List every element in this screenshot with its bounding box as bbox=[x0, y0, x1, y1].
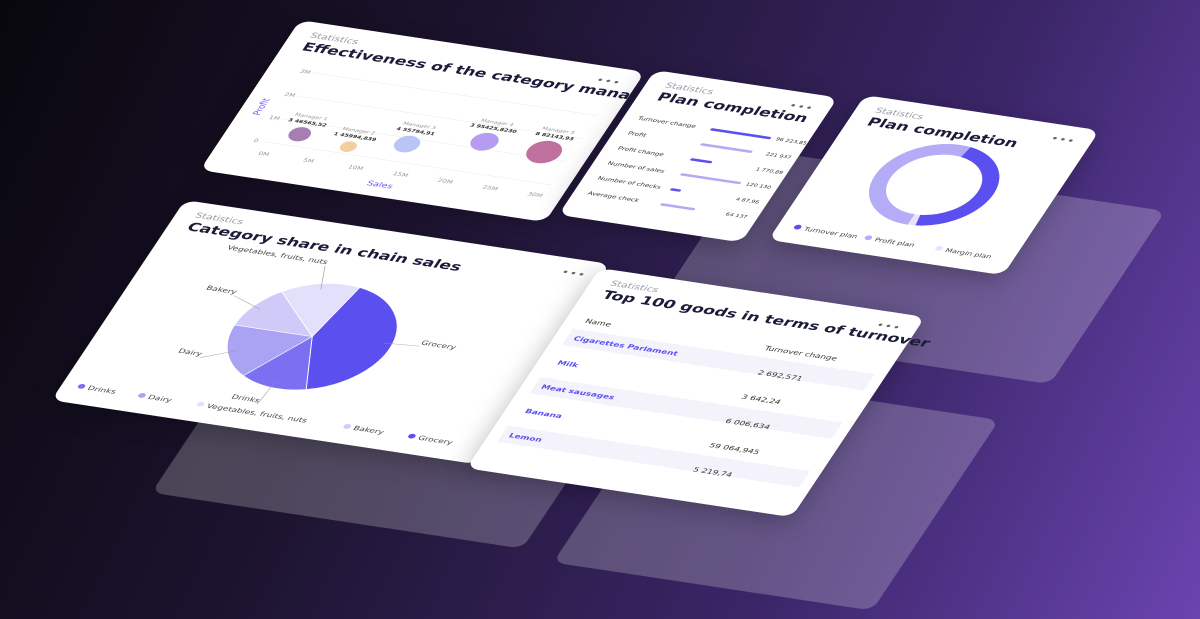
x-tick-label: 5M bbox=[302, 158, 316, 165]
progress-bar bbox=[670, 188, 681, 192]
manager-name: Manager 1 bbox=[293, 113, 328, 122]
legend-dot bbox=[935, 246, 943, 251]
turnover-value: 3 642,24 bbox=[740, 393, 783, 405]
progress-bar bbox=[710, 128, 771, 140]
card-graphic: Turnover change 96 223,85 Profit 221 937 Pro… bbox=[586, 116, 808, 220]
product-name: Lemon bbox=[507, 432, 544, 443]
progress-bar bbox=[660, 203, 696, 211]
legend-label: Dairy bbox=[146, 394, 174, 404]
legend-label: Turnover plan bbox=[801, 225, 859, 240]
card: Statistics Effectiveness of the category … bbox=[199, 20, 665, 223]
turnover-value: 59 064,945 bbox=[707, 442, 761, 456]
legend-dot bbox=[196, 401, 205, 407]
slice-label: Vegetables, fruits, nuts bbox=[226, 244, 330, 266]
card: Statistics Plan completion ••• Turnover pla… bbox=[768, 95, 1100, 276]
legend-dot bbox=[793, 224, 802, 230]
legend-label: Bakery bbox=[352, 425, 387, 436]
row-name: Number of checks bbox=[596, 176, 662, 191]
manager-value: 3 46565,52 bbox=[287, 118, 328, 128]
slice-label: Bakery bbox=[205, 284, 240, 295]
manager-name: Manager 2 bbox=[341, 127, 376, 136]
row-stripe bbox=[562, 328, 875, 391]
column-header: Name bbox=[583, 318, 613, 328]
product-name: Milk bbox=[556, 359, 581, 369]
bubble bbox=[393, 135, 421, 153]
legend-dot bbox=[408, 433, 416, 439]
x-tick-label: 20M bbox=[436, 178, 454, 185]
legend-dot bbox=[864, 235, 873, 241]
legend-dot bbox=[343, 424, 351, 429]
x-tick-label: 0M bbox=[257, 151, 271, 158]
bubble bbox=[470, 132, 499, 151]
row-value: 1 770,89 bbox=[754, 167, 784, 176]
card-graphic: 3M 2M 1M 0 0M 5M 10M 15M 20M 25M 30M Profit Sales Man… bbox=[251, 69, 598, 199]
card: Statistics Plan completion ••• Turnover cha… bbox=[558, 70, 838, 243]
legend-label: Vegetables, fruits, nuts bbox=[205, 403, 309, 425]
slice-label: Grocery bbox=[419, 339, 458, 351]
x-tick-label: 30M bbox=[526, 191, 544, 198]
bubble bbox=[526, 140, 563, 164]
row-value: 96 223,85 bbox=[774, 137, 808, 146]
progress-bar bbox=[690, 158, 713, 164]
row-value: 120 130 bbox=[744, 182, 772, 190]
x-tick-label: 25M bbox=[481, 185, 499, 192]
row-value: 64 137 bbox=[724, 212, 749, 220]
leader-line bbox=[199, 350, 238, 358]
row-name: Profit change bbox=[616, 146, 665, 158]
slice-label: Dairy bbox=[177, 347, 205, 357]
card: Statistics Category share in chain sales •… bbox=[51, 200, 611, 465]
manager-value: 3 95425,8230 bbox=[468, 123, 517, 134]
y-tick-label: 1M bbox=[267, 115, 281, 122]
manager-name: Manager 5 bbox=[541, 127, 577, 136]
leader-line bbox=[383, 342, 420, 347]
row-stripe bbox=[529, 377, 843, 439]
grid-line bbox=[265, 141, 551, 186]
y-tick-label: 3M bbox=[298, 69, 312, 76]
row-name: Profit bbox=[626, 131, 648, 139]
row-name: Number of sales bbox=[606, 161, 666, 175]
legend-label: Grocery bbox=[416, 434, 455, 446]
y-tick-label: 2M bbox=[283, 92, 297, 99]
x-axis-label: Sales bbox=[364, 180, 395, 191]
row-value: 4 87,96 bbox=[734, 197, 760, 205]
legend-label: Drinks bbox=[86, 385, 118, 396]
manager-value: 8 82143,93 bbox=[534, 132, 575, 142]
legend-label: Margin plan bbox=[944, 247, 994, 260]
grid-line bbox=[281, 118, 567, 163]
x-tick-label: 10M bbox=[346, 164, 364, 171]
manager-name: Manager 4 bbox=[479, 119, 515, 128]
progress-bar bbox=[680, 173, 741, 185]
leader-line bbox=[320, 265, 326, 290]
card-graphic: Grocery Vegetables, fruits, nuts Bakery Dai… bbox=[77, 244, 458, 446]
leader-line bbox=[233, 295, 261, 310]
x-tick-label: 15M bbox=[391, 171, 409, 178]
row-value: 221 937 bbox=[764, 152, 792, 160]
manager-value: 1 45994,839 bbox=[332, 132, 377, 143]
progress-bar bbox=[700, 143, 753, 153]
legend-dot bbox=[77, 383, 86, 389]
y-tick-label: 0 bbox=[252, 138, 260, 144]
card-graphic: Turnover plan Profit plan Margin plan bbox=[793, 143, 1000, 260]
leader-line bbox=[256, 381, 276, 405]
row-name: Average check bbox=[586, 191, 640, 204]
row-stripe bbox=[497, 425, 810, 488]
slice-label: Drinks bbox=[230, 393, 262, 404]
grid-line bbox=[312, 72, 598, 116]
legend-dot bbox=[138, 393, 146, 398]
card: Statistics Top 100 goods in terms of turn… bbox=[466, 268, 934, 518]
bubble bbox=[288, 127, 312, 142]
y-axis-label: Profit bbox=[251, 97, 273, 116]
manager-name: Manager 3 bbox=[402, 121, 438, 130]
manager-value: 4 55794,91 bbox=[395, 127, 436, 137]
row-name: Turnover change bbox=[635, 116, 697, 130]
legend-label: Profit plan bbox=[873, 236, 917, 249]
bubble bbox=[339, 141, 357, 152]
grid-line bbox=[296, 95, 582, 139]
product-name: Banana bbox=[523, 408, 564, 420]
